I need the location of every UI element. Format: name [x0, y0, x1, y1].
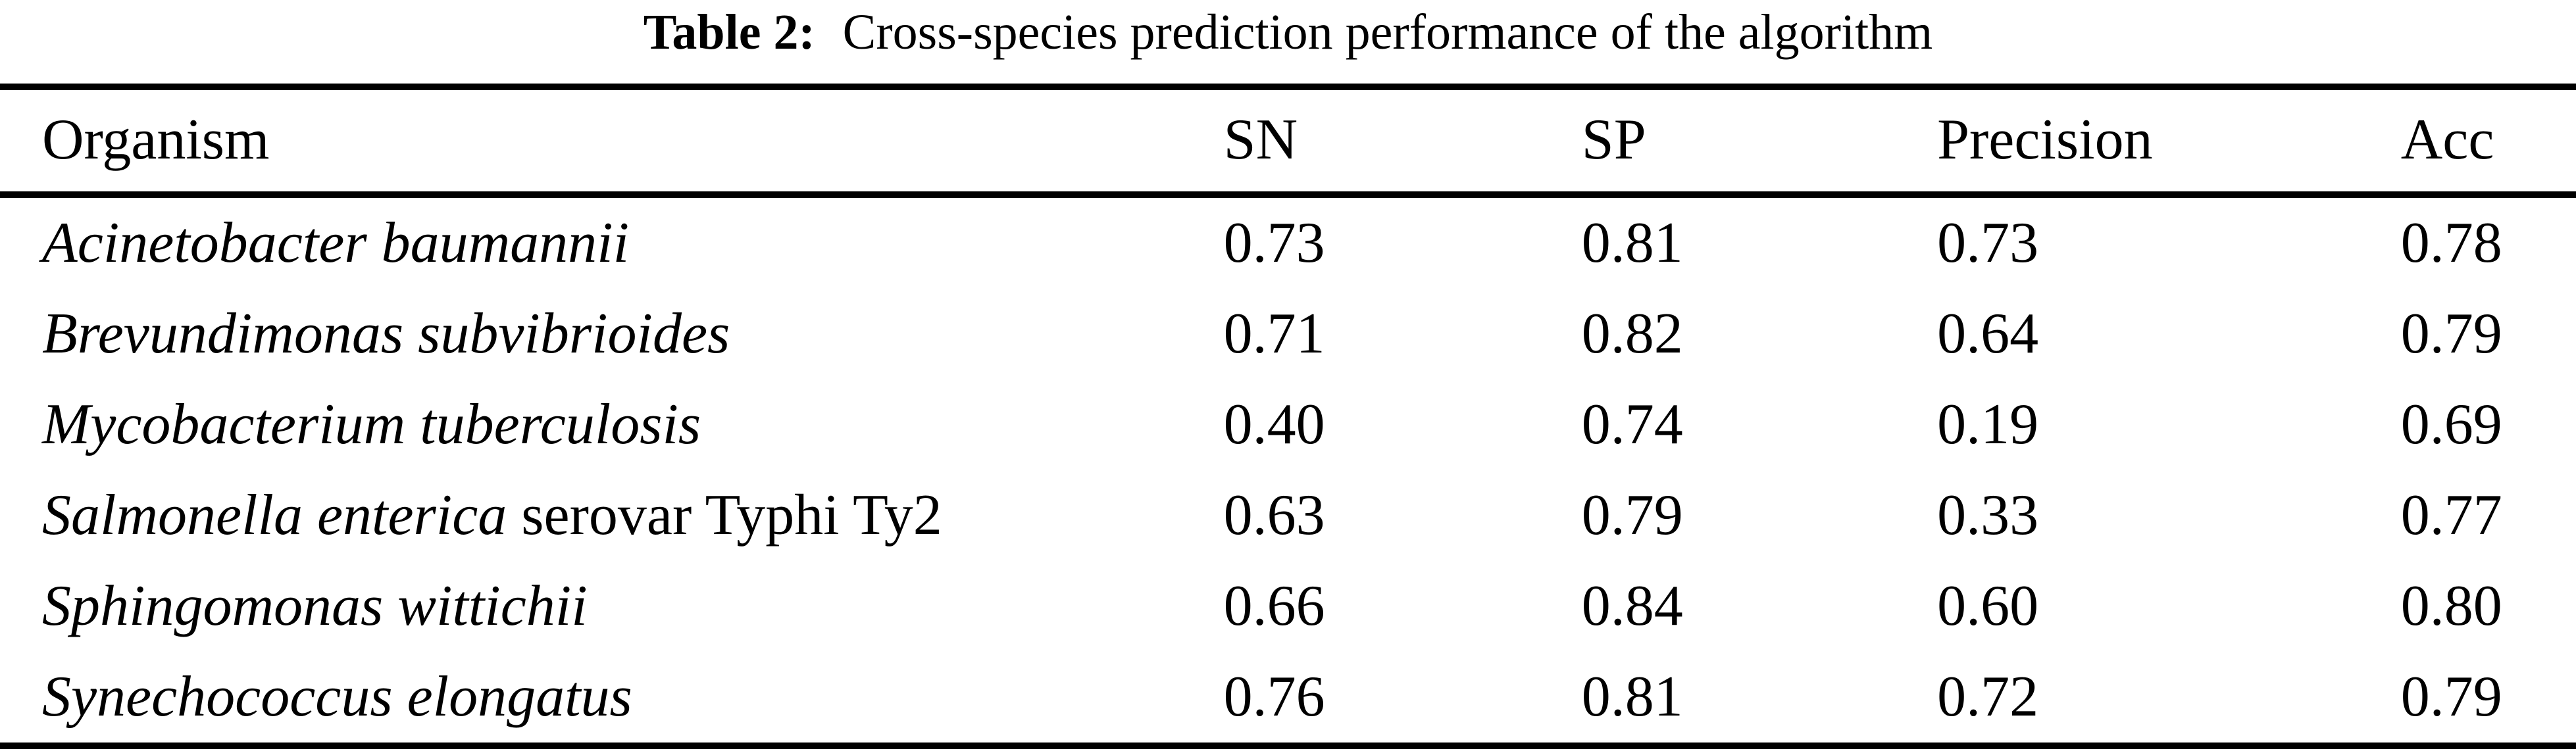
cell-acc: 0.77	[2400, 483, 2502, 548]
organism-name-italic: Synechococcus elongatus	[42, 665, 632, 729]
table-caption-label: Table 2:	[643, 5, 815, 60]
table-row: Synechococcus elongatus 0.76 0.81 0.72 0…	[0, 652, 2576, 746]
column-header-sn: SN	[1223, 108, 1298, 172]
cell-sn: 0.73	[1223, 211, 1325, 276]
cell-acc: 0.69	[2400, 393, 2502, 457]
column-header-sp: SP	[1581, 108, 1646, 172]
column-header-organism: Organism	[42, 108, 270, 172]
cell-acc: 0.78	[2400, 211, 2502, 276]
cell-sp: 0.82	[1581, 302, 1683, 366]
organism-name-italic: Brevundimonas subvibrioides	[42, 302, 730, 366]
cell-precision: 0.64	[1937, 302, 2039, 366]
cell-acc: 0.80	[2400, 574, 2502, 639]
cell-precision: 0.60	[1937, 574, 2039, 639]
cell-sp: 0.74	[1581, 393, 1683, 457]
cell-organism: Mycobacterium tuberculosis	[0, 379, 1224, 470]
organism-name-italic: Sphingomonas wittichii	[42, 574, 588, 639]
results-table: Organism SN SP Precision Acc Acinetobact…	[0, 84, 2576, 750]
organism-name-roman: serovar Typhi Ty2	[507, 483, 942, 548]
table-row: Brevundimonas subvibrioides 0.71 0.82 0.…	[0, 289, 2576, 379]
table-caption-title: Cross-species prediction performance of …	[842, 5, 1933, 60]
cell-sn: 0.63	[1223, 483, 1325, 548]
organism-name-italic: Salmonella enterica	[42, 483, 507, 548]
cell-precision: 0.72	[1937, 665, 2039, 729]
cell-sn: 0.71	[1223, 302, 1325, 366]
table-caption: Table 2: Cross-species prediction perform…	[0, 0, 2576, 61]
cell-sn: 0.40	[1223, 393, 1325, 457]
cell-sn: 0.66	[1223, 574, 1325, 639]
cell-organism: Acinetobacter baumannii	[0, 195, 1224, 289]
cell-organism: Sphingomonas wittichii	[0, 561, 1224, 652]
cell-sp: 0.81	[1581, 665, 1683, 729]
organism-name-italic: Mycobacterium tuberculosis	[42, 393, 701, 457]
cell-sp: 0.79	[1581, 483, 1683, 548]
cell-organism: Synechococcus elongatus	[0, 652, 1224, 746]
cell-organism: Brevundimonas subvibrioides	[0, 289, 1224, 379]
table-row: Acinetobacter baumannii 0.73 0.81 0.73 0…	[0, 195, 2576, 289]
organism-name-italic: Acinetobacter baumannii	[42, 211, 630, 276]
cell-acc: 0.79	[2400, 665, 2502, 729]
table-row: Salmonella enterica serovar Typhi Ty2 0.…	[0, 470, 2576, 561]
column-header-acc: Acc	[2400, 108, 2494, 172]
table-row: Sphingomonas wittichii 0.66 0.84 0.60 0.…	[0, 561, 2576, 652]
cell-precision: 0.19	[1937, 393, 2039, 457]
cell-precision: 0.33	[1937, 483, 2039, 548]
cell-sp: 0.81	[1581, 211, 1683, 276]
cell-sn: 0.76	[1223, 665, 1325, 729]
cell-acc: 0.79	[2400, 302, 2502, 366]
cell-precision: 0.73	[1937, 211, 2039, 276]
table-row: Mycobacterium tuberculosis 0.40 0.74 0.1…	[0, 379, 2576, 470]
column-header-precision: Precision	[1937, 108, 2153, 172]
cell-organism: Salmonella enterica serovar Typhi Ty2	[0, 470, 1224, 561]
cell-sp: 0.84	[1581, 574, 1683, 639]
header-row: Organism SN SP Precision Acc	[0, 87, 2576, 195]
